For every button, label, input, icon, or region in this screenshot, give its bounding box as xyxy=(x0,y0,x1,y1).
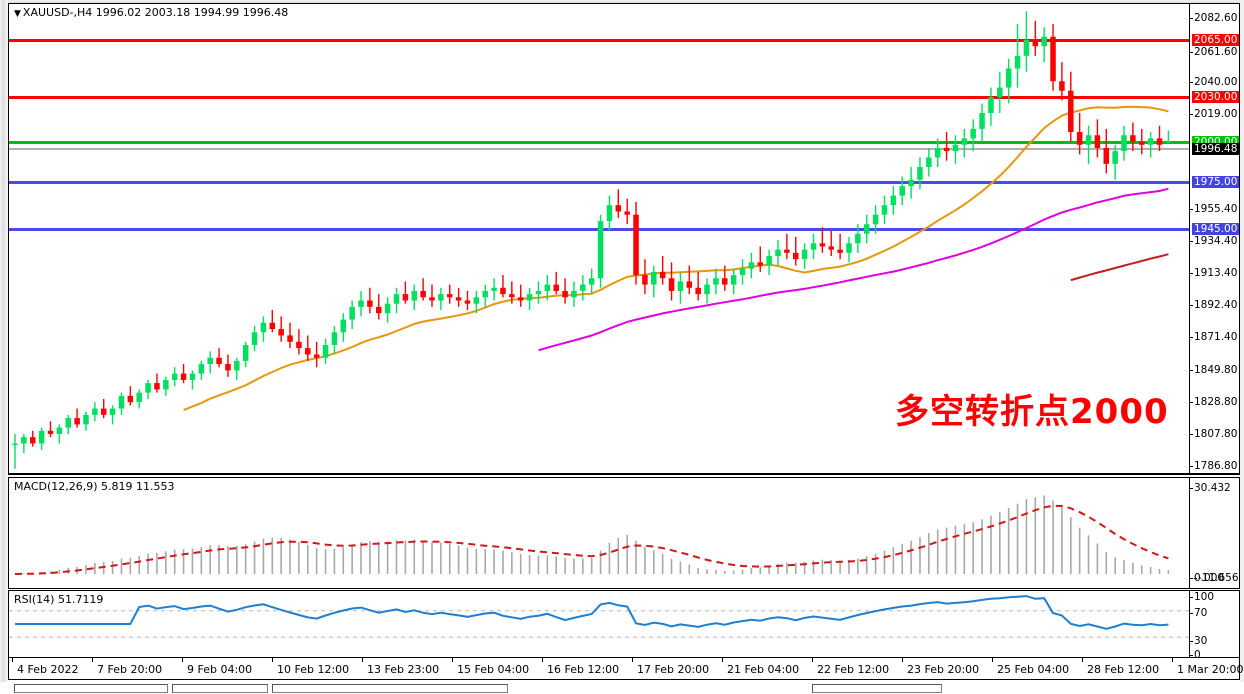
time-label: 15 Feb 04:00 xyxy=(451,658,530,676)
time-label: 22 Feb 12:00 xyxy=(811,658,890,676)
price-axis[interactable]: 2082.60 2061.60 2040.00 2019.00 1955.40 1934.… xyxy=(1189,4,1240,473)
level-price-tag[interactable]: 1945.00 xyxy=(1192,223,1240,235)
macd-graph xyxy=(14,495,1170,575)
level-line-1975[interactable] xyxy=(9,181,1189,184)
status-box-4 xyxy=(812,684,942,693)
price-tick: 1913.40 xyxy=(1189,267,1238,279)
status-strip xyxy=(0,682,1244,694)
macd-tick: 0.000 xyxy=(1189,572,1225,584)
time-label: 10 Feb 12:00 xyxy=(271,658,350,676)
collapse-caret-icon[interactable]: ▼ xyxy=(14,9,21,19)
rsi-plot-area[interactable] xyxy=(9,591,1189,657)
time-label: 16 Feb 12:00 xyxy=(541,658,620,676)
chart-annotation[interactable]: 多空转折点2000 xyxy=(895,392,1169,432)
time-label: 21 Feb 04:00 xyxy=(721,658,800,676)
price-tick: 1786.80 xyxy=(1189,460,1238,472)
level-line-2030[interactable] xyxy=(9,96,1189,99)
time-label: 1 Mar 20:00 xyxy=(1171,658,1244,676)
rsi-tick: 100 xyxy=(1189,591,1215,603)
level-line-2065[interactable] xyxy=(9,39,1189,42)
price-tick: 2040.00 xyxy=(1189,76,1238,88)
price-plot-area[interactable]: 多空转折点2000 xyxy=(9,4,1189,473)
rsi-tick: 30 xyxy=(1189,635,1208,647)
price-tick: 2082.60 xyxy=(1189,12,1238,24)
time-label: 17 Feb 20:00 xyxy=(631,658,710,676)
macd-tick: -11.656 xyxy=(1194,572,1239,584)
level-price-tag[interactable]: 1975.00 xyxy=(1192,176,1240,188)
time-label: 23 Feb 20:00 xyxy=(901,658,980,676)
price-tick: 1828.80 xyxy=(1189,396,1238,408)
time-label: 28 Feb 12:00 xyxy=(1081,658,1160,676)
rsi-tick: 70 xyxy=(1189,607,1208,619)
current-price-tag: 1996.48 xyxy=(1192,143,1240,155)
price-tick: 2019.00 xyxy=(1189,108,1238,120)
rsi-tick: 0 xyxy=(1190,649,1201,661)
time-label: 13 Feb 23:00 xyxy=(361,658,440,676)
time-label: 9 Feb 04:00 xyxy=(181,658,253,676)
rsi-label: RSI(14) 51.7119 xyxy=(14,593,104,606)
price-pane[interactable]: ▼ XAUUSD-,H4 1996.02 2003.18 1994.99 1996… xyxy=(8,3,1240,475)
window-left-scroll-gutter[interactable] xyxy=(0,0,8,682)
time-label: 25 Feb 04:00 xyxy=(991,658,1070,676)
macd-tick: 30.432 xyxy=(1190,482,1231,494)
status-box-3 xyxy=(272,684,508,693)
price-tick: 1955.40 xyxy=(1189,203,1238,215)
price-tick: 2061.60 xyxy=(1189,46,1238,58)
rsi-graph xyxy=(9,595,1189,638)
level-price-tag[interactable]: 2030.00 xyxy=(1192,91,1240,103)
macd-axis[interactable]: 30.432 0.000 -11.656 xyxy=(1189,478,1239,588)
price-tick: 1849.80 xyxy=(1189,364,1238,376)
rsi-pane[interactable]: RSI(14) 51.7119 100 70 30 0 xyxy=(8,590,1240,661)
price-tick: 1892.40 xyxy=(1189,299,1238,311)
symbol-ohlc-text: XAUUSD-,H4 1996.02 2003.18 1994.99 1996.… xyxy=(22,6,289,19)
price-tick: 1871.40 xyxy=(1189,331,1238,343)
macd-label: MACD(12,26,9) 5.819 11.553 xyxy=(14,480,175,493)
status-box-1 xyxy=(14,684,168,693)
level-price-tag[interactable]: 2065.00 xyxy=(1192,34,1240,46)
window-top-border xyxy=(0,0,1244,3)
rsi-axis[interactable]: 100 70 30 0 xyxy=(1189,591,1239,661)
macd-plot-area[interactable] xyxy=(9,478,1189,588)
time-axis[interactable]: 4 Feb 2022 7 Feb 20:00 9 Feb 04:00 10 Feb 1… xyxy=(8,658,1244,680)
level-line-2000[interactable] xyxy=(9,141,1189,144)
time-label: 7 Feb 20:00 xyxy=(91,658,163,676)
moving-averages xyxy=(183,105,1169,412)
price-tick: 1934.40 xyxy=(1189,235,1238,247)
time-label: 4 Feb 2022 xyxy=(11,658,79,676)
candlesticks xyxy=(12,11,1172,469)
price-tick: 1807.80 xyxy=(1189,428,1238,440)
symbol-header: ▼ XAUUSD-,H4 1996.02 2003.18 1994.99 1996… xyxy=(14,7,288,20)
window-right-border xyxy=(1240,0,1244,682)
macd-pane[interactable]: MACD(12,26,9) 5.819 11.553 30.432 0.000 -1… xyxy=(8,477,1240,589)
current-price-line xyxy=(9,148,1189,150)
status-box-2 xyxy=(172,684,268,693)
